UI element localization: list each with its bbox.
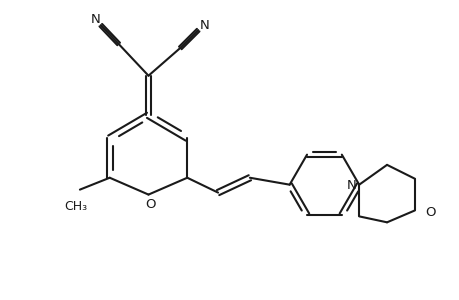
Text: CH₃: CH₃: [64, 200, 87, 212]
Text: N: N: [91, 13, 101, 26]
Text: O: O: [145, 198, 156, 211]
Text: N: N: [346, 179, 355, 192]
Text: O: O: [424, 206, 434, 219]
Text: N: N: [199, 19, 208, 32]
